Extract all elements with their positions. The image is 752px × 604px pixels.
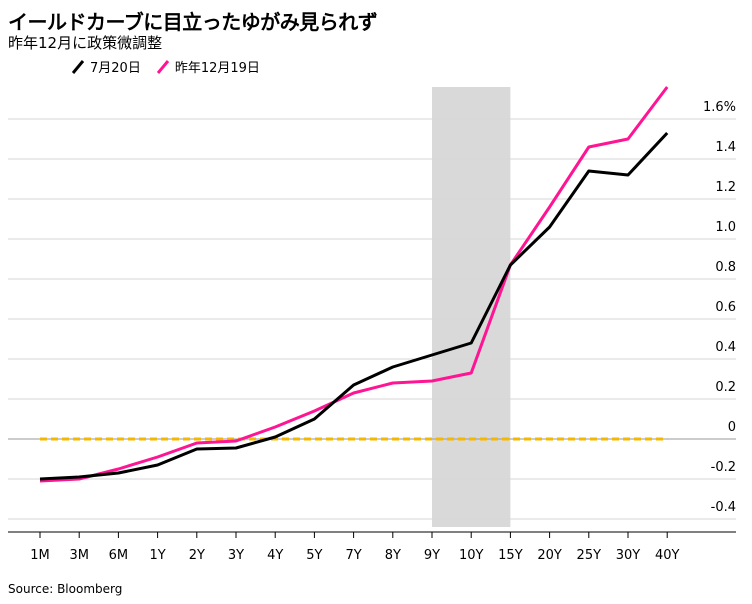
highlight-band xyxy=(432,87,511,527)
y-tick-label: 0.4 xyxy=(715,340,736,355)
legend-swatch-series-2 xyxy=(156,59,169,74)
y-tick-label: 0.2 xyxy=(715,380,736,395)
x-tick-label: 40Y xyxy=(655,548,680,563)
y-tick-label: -0.4 xyxy=(711,500,736,515)
x-tick-label: 30Y xyxy=(616,548,641,563)
x-tick-label: 20Y xyxy=(537,548,562,563)
y-tick-label: 1.6% xyxy=(703,100,736,115)
y-tick-label: 1.0 xyxy=(715,220,736,235)
x-tick-label: 5Y xyxy=(306,548,322,563)
series-line-2 xyxy=(39,86,669,483)
chart-subtitle: 昨年12月に政策微調整 xyxy=(8,34,163,52)
legend-swatch-series-1 xyxy=(72,59,84,74)
legend: 7月20日 昨年12月19日 xyxy=(72,57,276,76)
x-tick-label: 8Y xyxy=(385,548,401,563)
y-tick-label: 0 xyxy=(728,420,736,435)
x-tick-label: 25Y xyxy=(577,548,602,563)
legend-item-series-1: 7月20日 xyxy=(72,57,141,76)
y-tick-label: 1.2 xyxy=(715,180,736,195)
chart-title: イールドカーブに目立ったゆがみ見られず xyxy=(8,10,378,34)
series-line-1 xyxy=(39,131,669,481)
x-tick-label: 7Y xyxy=(345,548,361,563)
x-tick-label: 9Y xyxy=(424,548,440,563)
legend-label-series-1: 7月20日 xyxy=(90,61,141,76)
y-tick-label: 0.6 xyxy=(715,300,736,315)
x-tick-label: 15Y xyxy=(498,548,523,563)
x-tick-label: 3M xyxy=(69,548,89,563)
x-tick-label: 1Y xyxy=(149,548,165,563)
legend-label-series-2: 昨年12月19日 xyxy=(174,61,260,76)
x-tick-label: 2Y xyxy=(189,548,205,563)
y-tick-label: 0.8 xyxy=(715,260,736,275)
source-note: Source: Bloomberg xyxy=(8,582,123,596)
x-tick-label: 3Y xyxy=(228,548,244,563)
y-tick-label: -0.2 xyxy=(711,460,736,475)
legend-item-series-2: 昨年12月19日 xyxy=(156,57,260,76)
x-tick-label: 1M xyxy=(30,548,50,563)
x-tick-label: 10Y xyxy=(459,548,484,563)
x-tick-label: 6M xyxy=(109,548,129,563)
x-tick-label: 4Y xyxy=(267,548,283,563)
y-tick-label: 1.4 xyxy=(715,140,736,155)
